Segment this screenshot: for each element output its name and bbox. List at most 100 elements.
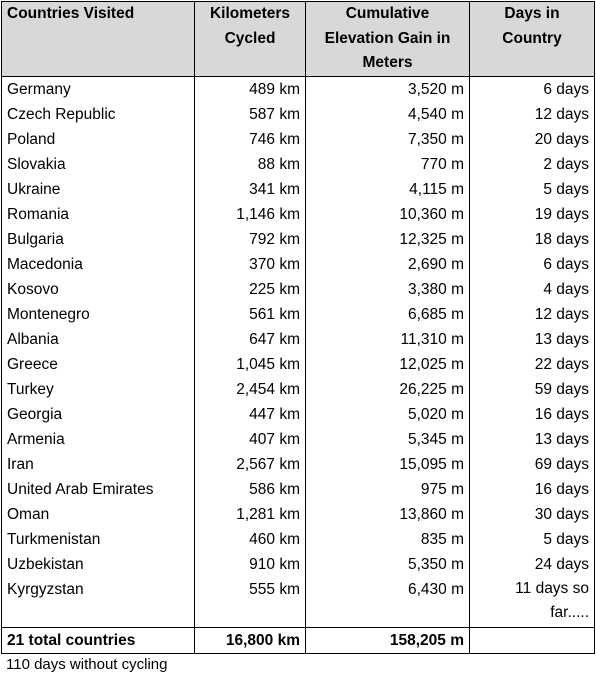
km-cell: 2,567 km — [195, 452, 306, 477]
table-row: Georgia 447 km 5,020 m 16 days — [2, 402, 595, 427]
country-cell: Turkey — [2, 377, 195, 402]
header-elevation-gain: Cumulative Elevation Gain in Meters — [306, 2, 470, 77]
elevation-cell: 2,690 m — [306, 252, 470, 277]
elevation-cell: 7,350 m — [306, 127, 470, 152]
days-cell: 12 days — [470, 302, 595, 327]
country-cell: Montenegro — [2, 302, 195, 327]
elevation-cell: 975 m — [306, 477, 470, 502]
km-cell: 2,454 km — [195, 377, 306, 402]
footnote: 110 days without cycling — [6, 655, 167, 675]
table-row: Oman 1,281 km 13,860 m 30 days — [2, 502, 595, 527]
days-cell: 69 days — [470, 452, 595, 477]
km-cell: 555 km — [195, 577, 306, 628]
elevation-cell: 10,360 m — [306, 202, 470, 227]
days-cell: 12 days — [470, 102, 595, 127]
km-cell: 341 km — [195, 177, 306, 202]
table-row: Bulgaria 792 km 12,325 m 18 days — [2, 227, 595, 252]
km-cell: 587 km — [195, 102, 306, 127]
km-cell: 647 km — [195, 327, 306, 352]
km-cell: 225 km — [195, 277, 306, 302]
table-row: Uzbekistan 910 km 5,350 m 24 days — [2, 552, 595, 577]
km-cell: 407 km — [195, 427, 306, 452]
country-cell: Turkmenistan — [2, 527, 195, 552]
days-cell: 24 days — [470, 552, 595, 577]
days-cell: 16 days — [470, 402, 595, 427]
country-cell: Oman — [2, 502, 195, 527]
totals-row: 21 total countries 16,800 km 158,205 m — [2, 628, 595, 654]
elevation-cell: 12,325 m — [306, 227, 470, 252]
days-cell: 6 days — [470, 252, 595, 277]
elevation-cell: 835 m — [306, 527, 470, 552]
total-countries: 21 total countries — [2, 628, 195, 654]
elevation-cell: 4,540 m — [306, 102, 470, 127]
km-cell: 792 km — [195, 227, 306, 252]
table-row: United Arab Emirates 586 km 975 m 16 days — [2, 477, 595, 502]
table-row: Romania 1,146 km 10,360 m 19 days — [2, 202, 595, 227]
days-cell: 5 days — [470, 177, 595, 202]
days-cell: 20 days — [470, 127, 595, 152]
km-cell: 370 km — [195, 252, 306, 277]
country-cell: Armenia — [2, 427, 195, 452]
days-cell: 30 days — [470, 502, 595, 527]
header-days-in-country: Days in Country — [470, 2, 595, 77]
header-countries-visited: Countries Visited — [2, 2, 195, 77]
country-cell: Bulgaria — [2, 227, 195, 252]
cycling-stats-table: Countries Visited Kilometers Cycled Cumu… — [1, 1, 595, 654]
elevation-cell: 11,310 m — [306, 327, 470, 352]
elevation-cell: 5,345 m — [306, 427, 470, 452]
table-row: Turkey 2,454 km 26,225 m 59 days — [2, 377, 595, 402]
country-cell: Greece — [2, 352, 195, 377]
days-cell: 22 days — [470, 352, 595, 377]
table-row: Kyrgyzstan 555 km 6,430 m 11 days so far...… — [2, 577, 595, 628]
km-cell: 1,146 km — [195, 202, 306, 227]
country-cell: Iran — [2, 452, 195, 477]
elevation-cell: 6,430 m — [306, 577, 470, 628]
km-cell: 88 km — [195, 152, 306, 177]
km-cell: 910 km — [195, 552, 306, 577]
elevation-cell: 5,020 m — [306, 402, 470, 427]
country-cell: Germany — [2, 77, 195, 103]
table-row: Greece 1,045 km 12,025 m 22 days — [2, 352, 595, 377]
header-kilometers-cycled: Kilometers Cycled — [195, 2, 306, 77]
days-cell: 13 days — [470, 327, 595, 352]
country-cell: Ukraine — [2, 177, 195, 202]
total-km: 16,800 km — [195, 628, 306, 654]
elevation-cell: 12,025 m — [306, 352, 470, 377]
elevation-cell: 5,350 m — [306, 552, 470, 577]
days-cell: 11 days so far..... — [470, 577, 595, 628]
km-cell: 447 km — [195, 402, 306, 427]
km-cell: 746 km — [195, 127, 306, 152]
km-cell: 460 km — [195, 527, 306, 552]
elevation-cell: 13,860 m — [306, 502, 470, 527]
elevation-cell: 6,685 m — [306, 302, 470, 327]
country-cell: Poland — [2, 127, 195, 152]
elevation-cell: 3,380 m — [306, 277, 470, 302]
country-cell: Macedonia — [2, 252, 195, 277]
km-cell: 489 km — [195, 77, 306, 103]
table-row: Armenia 407 km 5,345 m 13 days — [2, 427, 595, 452]
country-cell: Slovakia — [2, 152, 195, 177]
elevation-cell: 3,520 m — [306, 77, 470, 103]
elevation-cell: 770 m — [306, 152, 470, 177]
elevation-cell: 15,095 m — [306, 452, 470, 477]
country-cell: Czech Republic — [2, 102, 195, 127]
country-cell: Romania — [2, 202, 195, 227]
km-cell: 561 km — [195, 302, 306, 327]
km-cell: 1,281 km — [195, 502, 306, 527]
days-cell: 18 days — [470, 227, 595, 252]
header-row: Countries Visited Kilometers Cycled Cumu… — [2, 2, 595, 77]
country-cell: Georgia — [2, 402, 195, 427]
km-cell: 586 km — [195, 477, 306, 502]
days-cell: 59 days — [470, 377, 595, 402]
country-cell: Kosovo — [2, 277, 195, 302]
total-elevation: 158,205 m — [306, 628, 470, 654]
elevation-cell: 4,115 m — [306, 177, 470, 202]
table-row: Albania 647 km 11,310 m 13 days — [2, 327, 595, 352]
elevation-cell: 26,225 m — [306, 377, 470, 402]
